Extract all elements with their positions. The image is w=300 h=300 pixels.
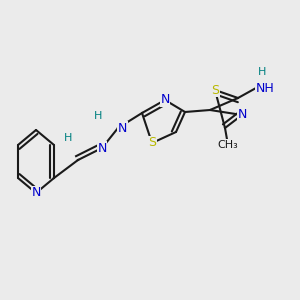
Text: NH: NH (256, 82, 275, 94)
Text: S: S (211, 83, 219, 97)
Text: N: N (160, 94, 170, 106)
Text: H: H (94, 111, 102, 121)
Text: H: H (258, 67, 266, 77)
Text: N: N (97, 142, 107, 154)
Text: N: N (31, 187, 41, 200)
Text: N: N (237, 109, 247, 122)
Text: CH₃: CH₃ (218, 140, 239, 150)
Text: N: N (118, 122, 128, 134)
Text: S: S (148, 136, 156, 149)
Text: H: H (64, 133, 72, 143)
